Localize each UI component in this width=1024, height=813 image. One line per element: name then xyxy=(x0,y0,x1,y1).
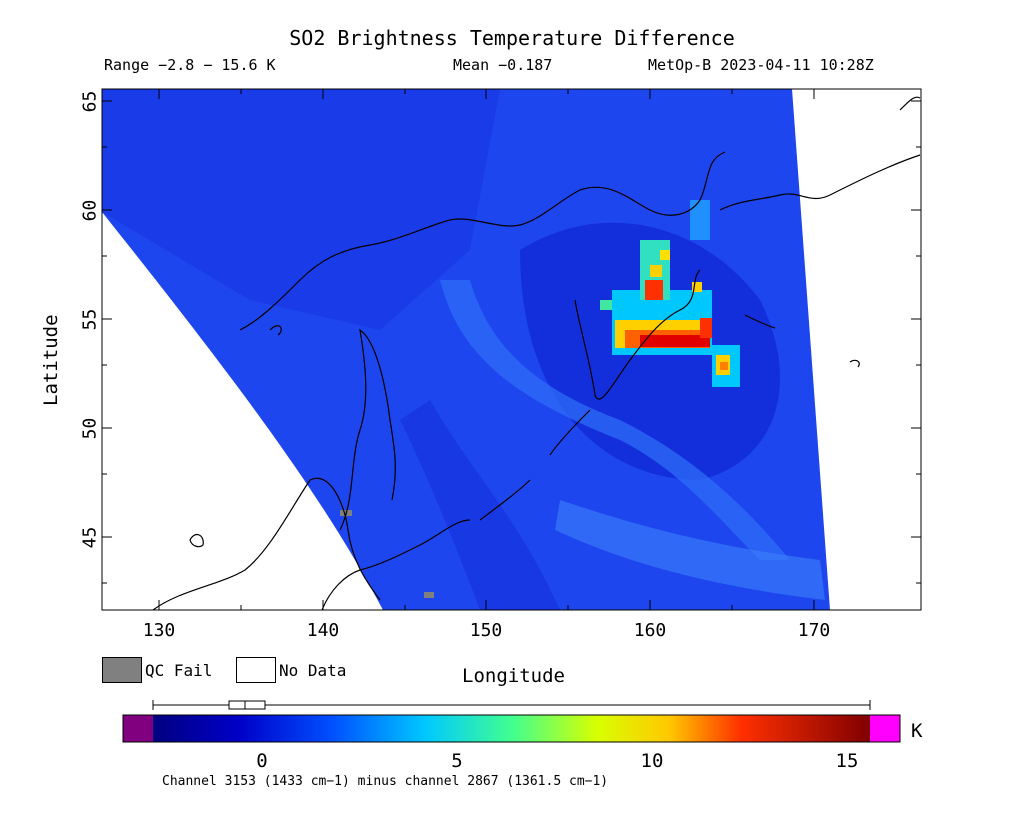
qc-fail-swatch xyxy=(102,657,142,683)
colorbar-gradient xyxy=(153,715,870,742)
plot-frame xyxy=(101,88,922,611)
coastlines xyxy=(152,96,921,610)
y-tick-label: 65 xyxy=(79,90,101,113)
data-swath xyxy=(102,89,830,610)
colorbar-under xyxy=(123,715,153,742)
y-tick-label: 45 xyxy=(79,526,101,549)
so2-plume xyxy=(600,200,740,387)
axis-ticks xyxy=(102,89,921,610)
y-tick-label: 55 xyxy=(79,308,101,331)
colorbar xyxy=(122,714,901,743)
channel-caption: Channel 3153 (1433 cm−1) minus channel 2… xyxy=(162,774,609,789)
no-data-label: No Data xyxy=(279,661,347,680)
range-boxplot xyxy=(152,700,871,710)
qc-fail-label: QC Fail xyxy=(145,661,213,680)
x-tick-label: 140 xyxy=(306,620,340,641)
range-text: Range −2.8 − 15.6 K xyxy=(104,56,276,74)
y-axis-label: Latitude xyxy=(40,314,62,406)
qc-fail-pixel xyxy=(424,592,434,598)
x-tick-label: 170 xyxy=(797,620,831,641)
colorbar-tick: 5 xyxy=(451,750,463,772)
x-axis-label: Longitude xyxy=(462,665,565,687)
colorbar-over xyxy=(870,715,900,742)
x-tick-label: 150 xyxy=(469,620,503,641)
y-tick-label: 60 xyxy=(79,199,101,222)
x-tick-label: 160 xyxy=(633,620,667,641)
colorbar-unit: K xyxy=(911,720,923,742)
x-tick-label: 130 xyxy=(142,620,176,641)
mean-text: Mean −0.187 xyxy=(453,56,553,74)
colorbar-tick: 0 xyxy=(256,750,268,772)
colorbar-tick: 15 xyxy=(835,750,859,772)
colorbar-tick: 10 xyxy=(640,750,664,772)
no-data-swatch xyxy=(236,657,276,683)
map-title: SO2 Brightness Temperature Difference xyxy=(289,26,735,50)
y-tick-label: 50 xyxy=(79,417,101,440)
satellite-time: MetOp-B 2023-04-11 10:28Z xyxy=(648,56,874,74)
